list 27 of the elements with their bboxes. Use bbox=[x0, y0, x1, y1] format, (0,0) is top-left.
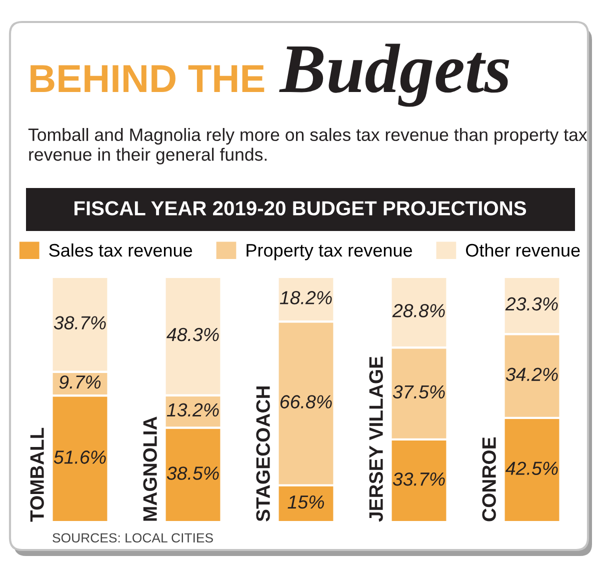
legend-label: Sales tax revenue bbox=[49, 243, 192, 257]
data-label: 66.8% bbox=[280, 395, 332, 408]
data-label: 33.7% bbox=[392, 472, 445, 486]
x-tick-label: JERSEY VILLAGE bbox=[369, 356, 383, 522]
x-tick-label: CONROE bbox=[482, 437, 496, 522]
x-tick-label: TOMBALL bbox=[30, 428, 44, 522]
chart-title: BEHIND THE Budgets bbox=[30, 44, 510, 107]
data-label: 34.2% bbox=[506, 368, 558, 382]
data-label: 18.2% bbox=[280, 291, 332, 304]
data-label: 37.5% bbox=[392, 385, 445, 399]
data-label: 15% bbox=[288, 495, 324, 509]
data-label: 23.3% bbox=[505, 297, 558, 311]
data-label: 48.3% bbox=[166, 328, 219, 342]
text: FISCAL YEAR 2019-20 BUDGET PROJECTIONS bbox=[74, 201, 526, 216]
data-label: 42.5% bbox=[506, 462, 558, 475]
chart-subtitle: Tomball and Magnolia rely more on sales tax revenue than property tax revenue in their general funds. bbox=[28, 128, 588, 164]
data-label: 13.2% bbox=[166, 403, 219, 417]
data-label: 9.7% bbox=[59, 375, 101, 389]
data-label: 38.5% bbox=[166, 466, 219, 480]
data-label: 28.8% bbox=[392, 304, 445, 318]
x-tick-label: STAGECOACH bbox=[256, 386, 270, 522]
data-label: 38.7% bbox=[54, 316, 106, 330]
data-label: 51.6% bbox=[54, 450, 106, 464]
legend-label: Property tax revenue bbox=[246, 244, 412, 260]
x-tick-label: MAGNOLIA bbox=[143, 416, 157, 521]
source-note: SOURCES: LOCAL CITIES bbox=[52, 533, 213, 543]
legend-label: Other revenue bbox=[466, 243, 580, 257]
